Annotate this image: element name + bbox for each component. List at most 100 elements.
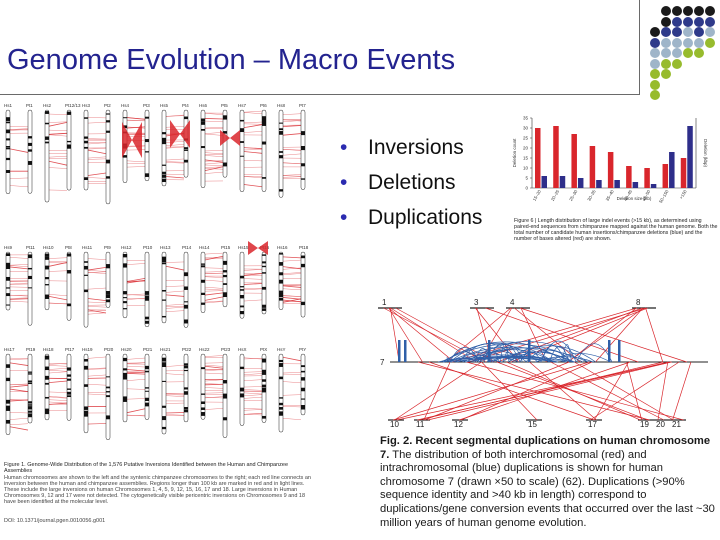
chromosome-band	[45, 355, 49, 360]
inversion-link	[282, 381, 302, 384]
interchromosomal-duplication	[427, 361, 672, 421]
chromosome-band	[240, 312, 244, 315]
chromosome-band	[67, 253, 71, 257]
chromosome-band	[301, 255, 305, 258]
chromosome-band	[201, 123, 205, 125]
inversion-link	[204, 279, 224, 282]
interchromosomal-duplication	[567, 307, 637, 363]
inversion-link	[126, 119, 146, 121]
chromosome-ideogram	[261, 109, 267, 192]
inversion-link	[282, 285, 302, 288]
duplication-caption-title: Fig. 2. Recent segmental duplications on…	[380, 435, 711, 461]
chromosome-band	[223, 162, 227, 167]
chromosome-band	[184, 409, 188, 413]
inversion-link	[126, 414, 146, 417]
chromosome-band	[279, 363, 283, 367]
interchromosomal-duplication	[672, 361, 692, 421]
chromosome-label: Hs14	[199, 245, 210, 250]
chromosome-ideogram	[122, 353, 128, 423]
inversion-link	[126, 371, 146, 374]
chromosome-label: Pt10	[143, 245, 153, 250]
chromosome-band	[184, 387, 188, 390]
inversion-link	[243, 379, 263, 381]
chromosome-band	[6, 265, 10, 269]
chromosome-band	[262, 265, 266, 268]
chromosome-band	[145, 116, 149, 119]
chromosome-ideogram	[27, 109, 33, 194]
chromosome-band	[84, 406, 88, 410]
chromosome-label: Hs10	[43, 245, 54, 250]
decorative-dot	[672, 6, 682, 16]
inversion-link	[87, 172, 107, 176]
inversion-link	[9, 148, 29, 153]
decorative-dot	[683, 48, 693, 58]
chromosome-band	[262, 308, 266, 311]
chromosome-label: PtX	[260, 347, 267, 352]
decorative-dot	[683, 6, 693, 16]
y-tick-label: 35	[523, 116, 529, 121]
chromosome-band	[84, 359, 88, 362]
inversion-link	[243, 386, 263, 388]
interchromosomal-duplication	[481, 361, 538, 421]
decorative-dot	[672, 58, 682, 69]
chromosome-band	[240, 128, 244, 133]
chromosome-label: Pt3	[143, 103, 150, 108]
inversion-link	[204, 288, 224, 291]
x-tick-label: 25–30	[568, 188, 579, 201]
inversion-link	[282, 259, 302, 262]
chromosome-ideogram	[27, 353, 33, 424]
inversion-link	[243, 299, 263, 302]
chromosome-band	[162, 164, 166, 166]
inversion-link	[87, 423, 107, 425]
inversion-link	[9, 177, 29, 179]
interchromosomal-duplication	[383, 307, 487, 363]
inversion-link	[204, 365, 224, 369]
chromosome-band	[162, 132, 166, 135]
chromosome-band	[279, 292, 283, 296]
inversion-link	[9, 266, 29, 270]
chromosome-band	[201, 263, 205, 265]
inversion-link	[48, 113, 68, 115]
inversion-link	[243, 358, 263, 360]
chromosome-band	[240, 119, 244, 122]
inversion-link	[165, 303, 185, 306]
chromosome-label: Hs12	[121, 245, 132, 250]
decorative-dot	[650, 48, 660, 58]
chromosome-band	[279, 397, 283, 399]
inversion-figure: Hs1 Pt1 Hs2 Pt12/13 Hs3 Pt2 Hs4 Pt3 Hs5 Pt4 Hs6 Pt5…	[0, 100, 318, 532]
decorative-dot	[694, 48, 704, 58]
chromosome-band	[28, 401, 32, 404]
inversion-link	[48, 371, 68, 374]
inversion-link	[48, 396, 68, 399]
chromosome-band	[184, 387, 188, 389]
chromosome-band	[45, 284, 49, 286]
inversion-link	[87, 156, 107, 159]
interchromosomal-duplication	[520, 307, 547, 363]
duplication-spike	[528, 340, 531, 362]
chromosome-band	[145, 295, 149, 299]
x-tick-label: 35–40	[605, 188, 616, 201]
inversion-link	[9, 300, 29, 303]
chromosome-band	[67, 367, 71, 370]
large-inversion-mark	[170, 120, 190, 148]
chromosome-band	[28, 142, 32, 146]
chromosome-band	[67, 374, 71, 377]
chromosome-band	[84, 265, 88, 270]
chromosome-ideogram	[144, 251, 150, 328]
inversion-link	[87, 147, 107, 150]
chromosome-band	[201, 146, 205, 149]
intrachromosomal-duplication	[547, 353, 611, 363]
chromosome-ideogram	[122, 251, 128, 319]
chromosome-band	[67, 391, 71, 395]
chromosome-band	[279, 407, 283, 410]
chromosome-band	[28, 287, 32, 289]
inversion-link	[48, 399, 68, 401]
bar-red	[607, 152, 614, 188]
duplication-caption-body: The distribution of both interchromosoma…	[380, 448, 715, 529]
inversion-link	[87, 267, 107, 271]
decorative-dot	[683, 37, 693, 48]
inversion-link	[165, 306, 185, 309]
interchromosomal-duplication	[475, 307, 520, 363]
decorative-dot	[705, 37, 715, 48]
chromosome-band	[67, 270, 71, 274]
